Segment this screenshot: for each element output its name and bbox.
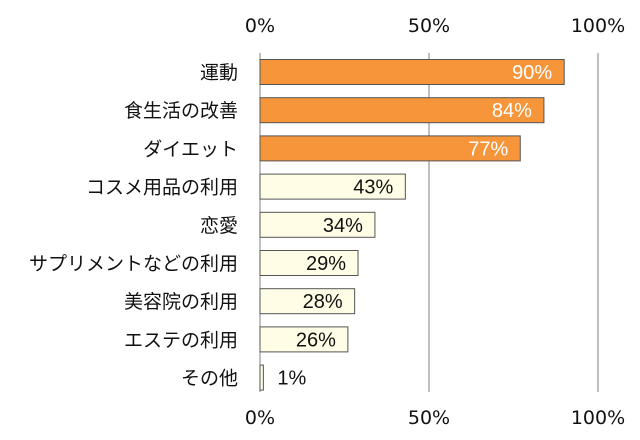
category-labels: 運動食生活の改善ダイエットコスメ用品の利用恋愛サプリメントなどの利用美容院の利用… [29,62,238,390]
bar-2 [259,135,521,162]
bars [259,59,565,391]
category-label: その他 [181,368,238,390]
data-label: 28% [303,291,343,313]
data-label: 90% [512,62,552,84]
top-tick-label: 50% [408,15,450,37]
bottom-axis-ticks: 0% 50% 100% [245,407,625,429]
bar-0 [259,59,565,85]
bar-1 [259,97,545,124]
bar-5 [259,250,359,276]
data-label: 29% [306,253,346,275]
top-tick-label: 100% [571,15,625,37]
top-axis-ticks: 0% 50% 100% [245,15,625,37]
data-label: 26% [296,329,336,351]
category-label: 恋愛 [200,215,238,237]
data-label: 77% [468,138,508,160]
category-label: 美容院の利用 [124,291,238,313]
bottom-tick-label: 100% [571,407,625,429]
category-label: コスメ用品の利用 [86,177,238,199]
bar-7 [259,326,349,353]
category-label: サプリメントなどの利用 [29,253,238,275]
category-label: 運動 [200,62,238,84]
bar-4 [259,211,376,238]
data-labels: 90% 84% 77% 43% 34% 29% 28% 26% 1% [277,62,552,390]
bar-8 [259,364,264,391]
bar-6 [259,288,356,315]
data-label: 84% [492,100,532,122]
top-tick-label: 0% [245,15,275,37]
bar-3 [259,173,406,200]
category-label: ダイエット [143,138,238,160]
bottom-tick-label: 50% [408,407,450,429]
data-label: 1% [277,368,306,390]
data-label: 34% [323,215,363,237]
category-label: エステの利用 [124,329,238,351]
bottom-tick-label: 0% [245,407,275,429]
category-label: 食生活の改善 [124,100,238,122]
data-label: 43% [353,177,393,199]
